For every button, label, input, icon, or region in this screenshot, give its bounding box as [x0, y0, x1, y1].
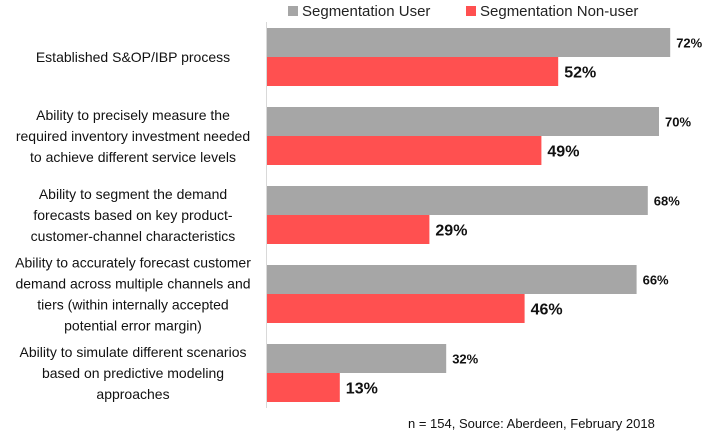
plot-area: Established S&OP/IBP process 72% 52% Abilit… — [15, 28, 703, 402]
bar-segmentation-user — [267, 344, 447, 373]
data-label: 52% — [564, 65, 596, 82]
category-label-line: customer-channel characteristics — [31, 228, 236, 244]
legend-label-segmentation-user: Segmentation User — [302, 3, 430, 20]
data-label: 70% — [665, 115, 691, 130]
category-label-line: demand across multiple channels and — [15, 276, 250, 292]
bar-segmentation-user — [267, 265, 637, 294]
category-label-line: Ability to precisely measure the — [36, 107, 230, 123]
legend-swatch-segmentation-non-user — [466, 6, 476, 16]
bar-segmentation-non-user — [267, 136, 542, 165]
category-label-line: Established S&OP/IBP process — [36, 49, 230, 65]
category-label-line: Ability to segment the demand — [39, 186, 227, 202]
category-label-line: Ability to simulate different scenarios — [20, 344, 247, 360]
category-label-line: forecasts based on key product- — [33, 207, 233, 223]
legend-label-segmentation-non-user: Segmentation Non-user — [480, 3, 638, 20]
data-label: 46% — [531, 302, 563, 319]
bar-segmentation-user — [267, 186, 648, 215]
category-label-line: Ability to accurately forecast customer — [15, 255, 251, 271]
category-label-line: to achieve different service levels — [30, 149, 236, 165]
bar-segmentation-non-user — [267, 294, 525, 323]
bar-segmentation-non-user — [267, 57, 559, 86]
data-label: 13% — [346, 381, 378, 398]
data-label: 49% — [547, 144, 579, 161]
category-label-line: tiers (within internally accepted — [37, 297, 228, 313]
legend-swatch-segmentation-user — [288, 6, 298, 16]
data-label: 29% — [435, 223, 467, 240]
category-label: Established S&OP/IBP process — [36, 49, 230, 65]
bar-segmentation-user — [267, 28, 671, 57]
category-label-line: potential error margin) — [64, 318, 202, 334]
bar-segmentation-non-user — [267, 215, 430, 244]
category-label: Ability to precisely measure the required… — [16, 107, 250, 165]
legend: Segmentation User Segmentation Non-user — [288, 3, 638, 20]
category-label: Ability to segment the demand forecasts b… — [31, 186, 236, 244]
category-label-line: based on predictive modeling — [42, 365, 224, 381]
data-label: 66% — [643, 273, 669, 288]
category-label: Ability to simulate different scenarios b… — [20, 344, 247, 402]
category-label: Ability to accurately forecast customer d… — [15, 255, 251, 334]
data-label: 72% — [676, 36, 702, 51]
data-label: 32% — [452, 352, 478, 367]
category-label-line: approaches — [96, 386, 169, 402]
source-note: n = 154, Source: Aberdeen, February 2018 — [408, 416, 655, 431]
data-label: 68% — [654, 194, 680, 209]
bar-segmentation-non-user — [267, 373, 340, 402]
bar-segmentation-user — [267, 107, 659, 136]
category-label-line: required inventory investment needed — [16, 128, 250, 144]
